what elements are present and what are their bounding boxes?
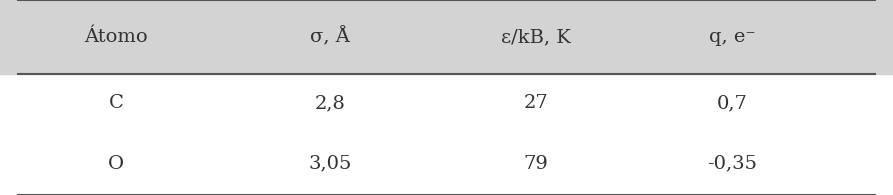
Text: 27: 27 <box>523 94 548 112</box>
Text: σ, Å: σ, Å <box>311 27 350 47</box>
Bar <box>0 0 893 74</box>
Text: ε/kB, K: ε/kB, K <box>501 28 571 46</box>
Text: 2,8: 2,8 <box>315 94 346 112</box>
Text: C: C <box>109 94 123 112</box>
Text: 0,7: 0,7 <box>717 94 747 112</box>
Text: O: O <box>108 155 124 173</box>
Text: 3,05: 3,05 <box>309 155 352 173</box>
Text: 79: 79 <box>523 155 548 173</box>
Text: -0,35: -0,35 <box>707 155 757 173</box>
Text: Átomo: Átomo <box>84 28 148 46</box>
Text: q, e⁻: q, e⁻ <box>709 28 755 46</box>
